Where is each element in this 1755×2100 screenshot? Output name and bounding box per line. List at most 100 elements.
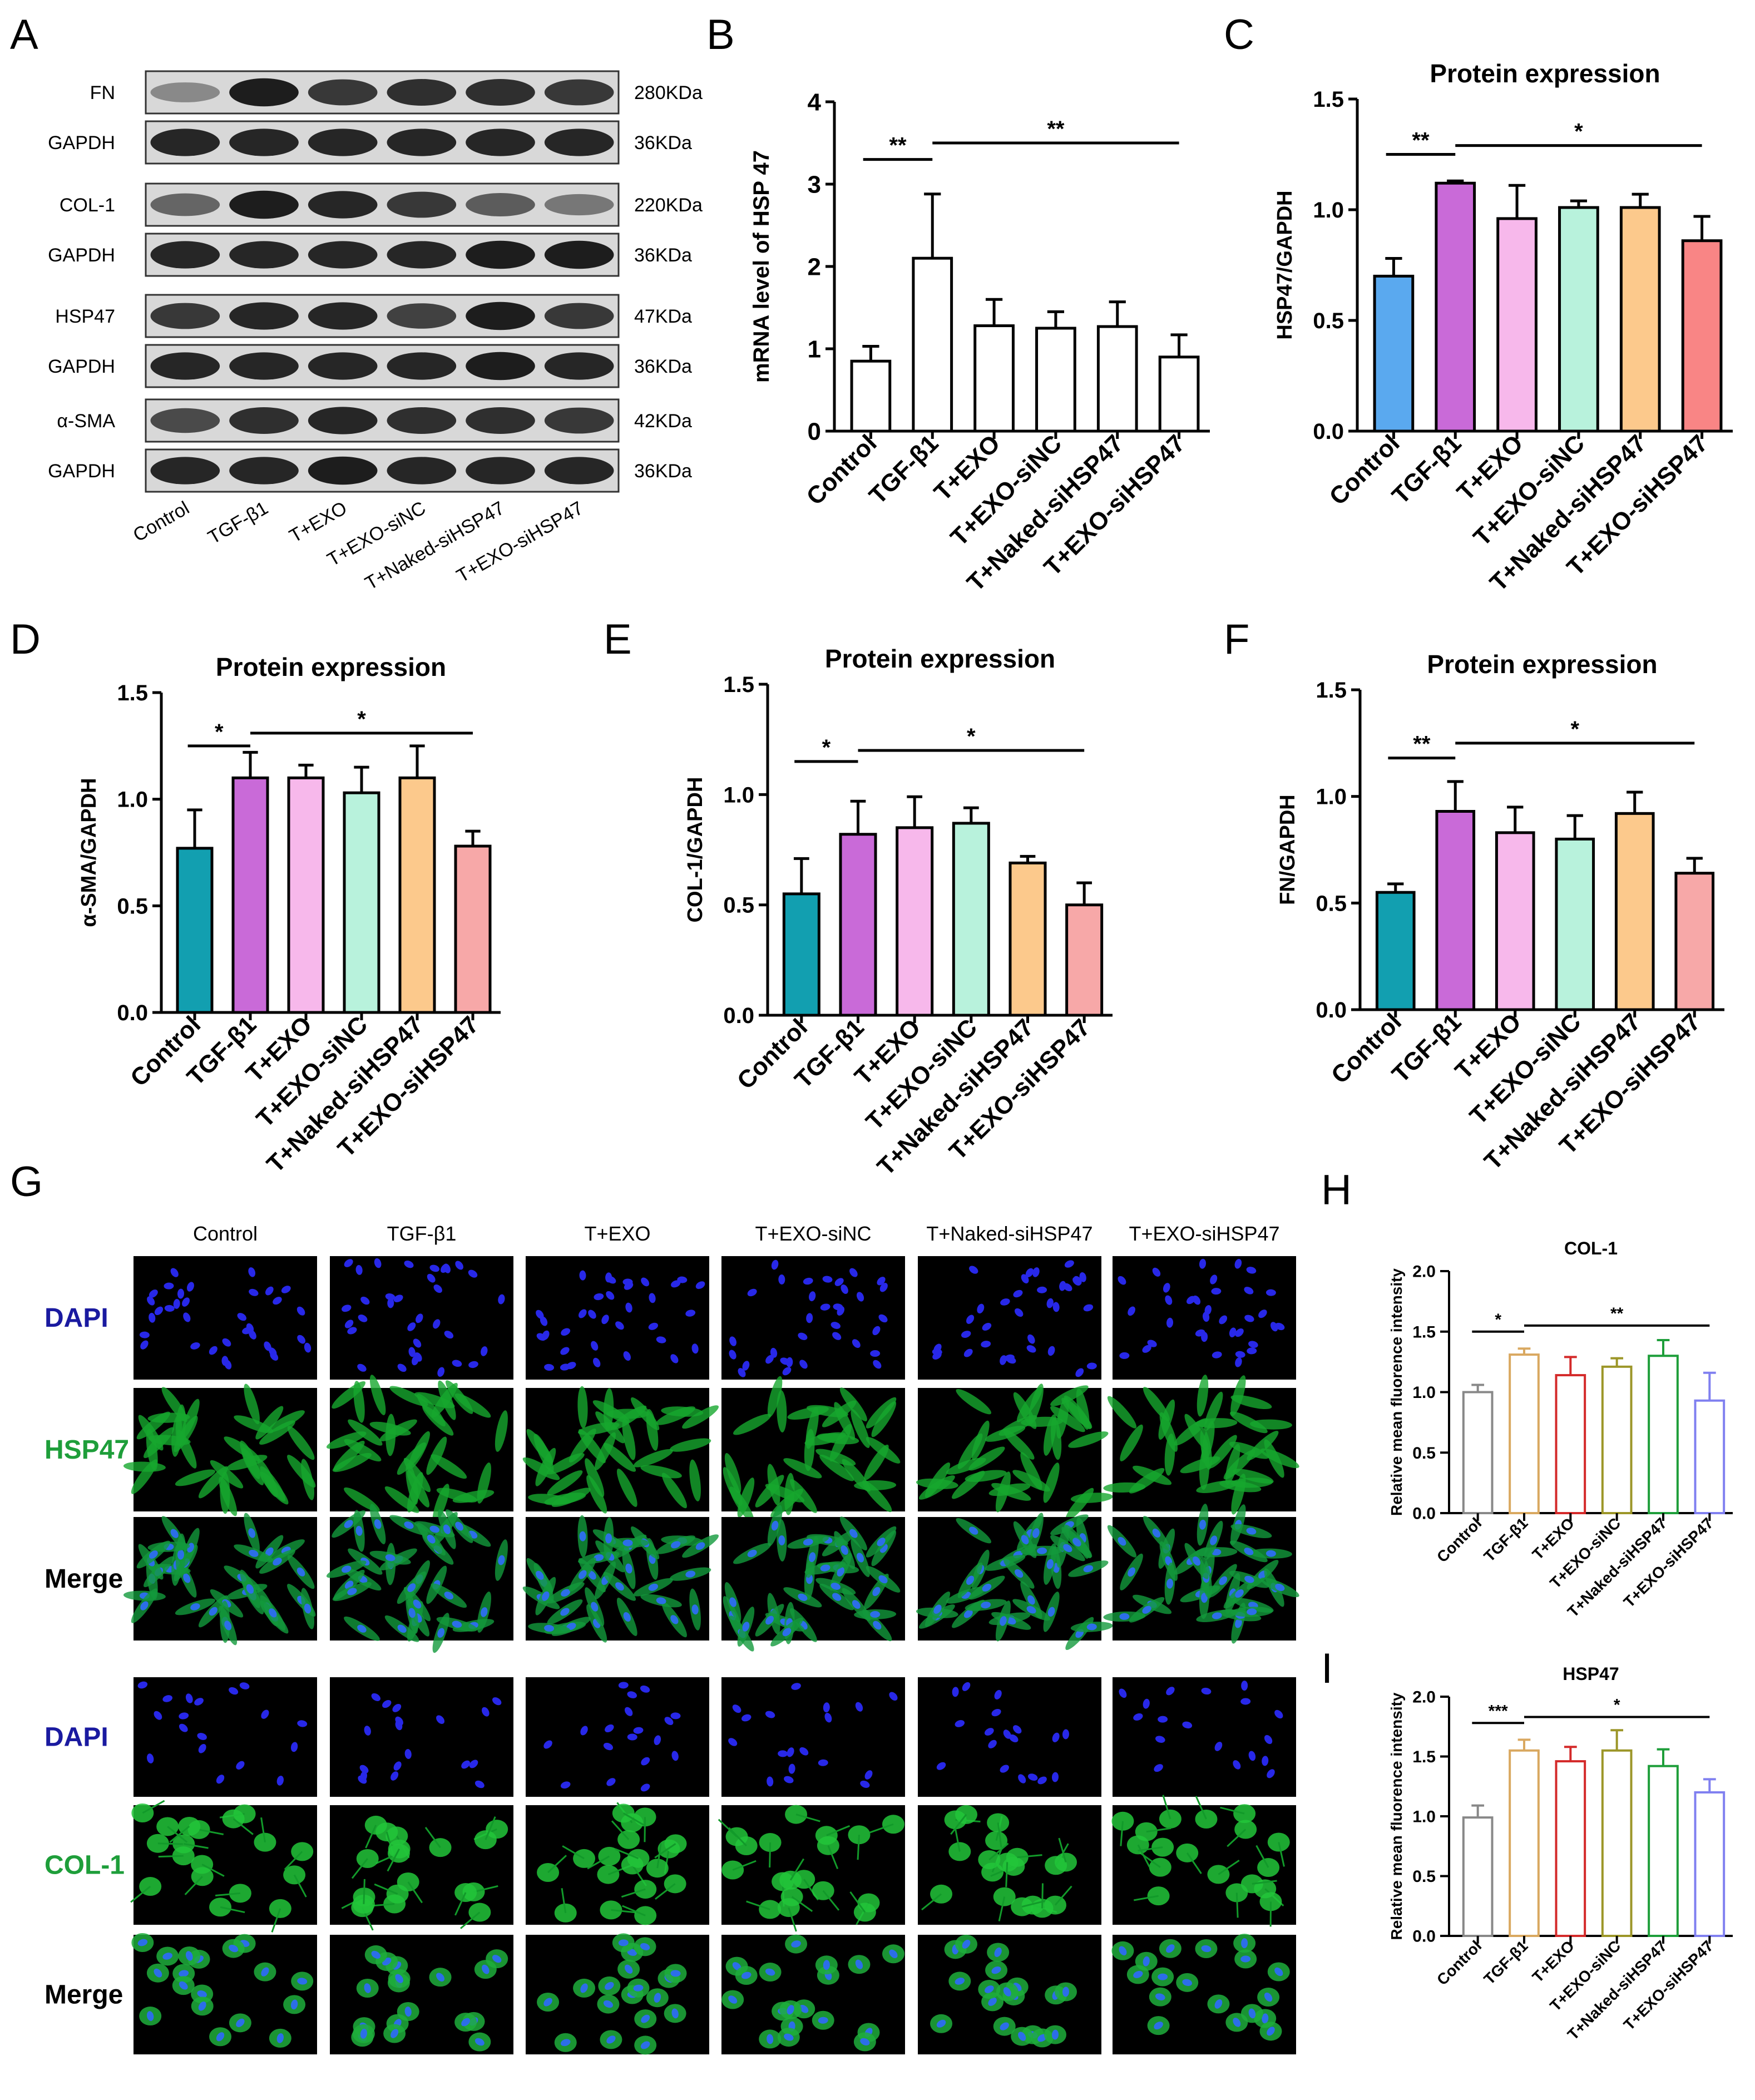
cell-signal [842, 1459, 871, 1492]
nucleus [1264, 1735, 1273, 1745]
bar [1462, 1391, 1494, 1514]
nucleus [543, 1740, 552, 1749]
significance-label: * [967, 724, 976, 749]
nucleus [1128, 1306, 1135, 1316]
cell-process [460, 1911, 481, 1929]
bar [1462, 1816, 1494, 1937]
nucleus [1009, 1734, 1019, 1743]
significance-label: ** [1047, 117, 1065, 141]
panel-letter-h: H [1321, 1167, 1352, 1214]
nucleus [1235, 1589, 1244, 1598]
nucleus [1133, 1713, 1143, 1721]
cell-process [1255, 1845, 1269, 1868]
cell-signal [326, 1431, 367, 1449]
cell-process [791, 1896, 813, 1912]
nucleus [648, 1583, 659, 1591]
nucleus [695, 1281, 705, 1289]
nucleus [799, 1747, 809, 1756]
nucleus [393, 1761, 402, 1771]
microscopy-column-header: Control [193, 1222, 258, 1245]
nucleus [149, 1312, 156, 1323]
nucleus [1118, 1276, 1126, 1285]
nucleus [579, 1531, 586, 1541]
nucleus [186, 1282, 194, 1292]
nucleus [382, 1699, 392, 1708]
nucleus [962, 1682, 971, 1691]
cell-process [1021, 1900, 1047, 1908]
nucleus [933, 1604, 942, 1614]
blot-band [150, 352, 220, 380]
bar [287, 776, 325, 1014]
cell-process [857, 1835, 860, 1860]
nucleus [347, 1327, 357, 1335]
nucleus [1274, 1709, 1283, 1719]
nucleus [872, 1587, 881, 1597]
bar [1555, 837, 1595, 1011]
y-tick-label: 0.5 [1316, 891, 1347, 916]
cell-signal [438, 1380, 456, 1420]
nucleus [290, 1742, 298, 1752]
cell-signal [640, 1465, 682, 1479]
cell-process [215, 1892, 241, 1897]
nucleus [803, 1538, 813, 1546]
cell-signal [131, 1459, 157, 1494]
cell-process [407, 1881, 423, 1904]
blot-kda-label: 36KDa [634, 132, 692, 154]
blot-band [308, 241, 378, 269]
nucleus [433, 1284, 442, 1293]
nucleus [982, 1584, 992, 1592]
nucleus [183, 1312, 191, 1322]
nucleus [830, 1583, 841, 1590]
cell-signal [965, 1470, 1007, 1482]
cell-signal [787, 1406, 829, 1420]
cell-process [201, 1864, 225, 1877]
nucleus [649, 1293, 656, 1303]
microscopy-image [721, 1677, 905, 1797]
nucleus [818, 1759, 828, 1766]
nucleus [591, 1341, 599, 1351]
y-axis-label: COL-1/GAPDH [684, 777, 707, 923]
x-category-label: T+EXO-siHSP47 [1620, 1514, 1717, 1610]
blot-band [229, 352, 299, 380]
nucleus [482, 1707, 490, 1717]
nucleus [832, 1593, 842, 1601]
bar [912, 256, 953, 433]
nucleus [852, 1600, 861, 1609]
nucleus [1233, 1760, 1241, 1770]
blot-band [544, 194, 614, 216]
blot-band [229, 78, 299, 107]
nucleus [1244, 1287, 1254, 1294]
nucleus [281, 1286, 291, 1293]
nucleus [591, 1602, 599, 1612]
y-tick-label: 2 [808, 253, 821, 280]
nucleus [1262, 1756, 1269, 1766]
cell-process [184, 1876, 203, 1895]
nucleus [185, 1951, 193, 1961]
nucleus [371, 1950, 380, 1959]
nucleus [1246, 1528, 1257, 1535]
x-category-label: TGF-β1 [1387, 429, 1467, 510]
nucleus [618, 1682, 629, 1689]
nucleus [654, 1735, 661, 1746]
nucleus [413, 1338, 422, 1348]
cell-process [485, 1816, 496, 1840]
blot-kda-label: 280KDa [634, 82, 703, 103]
nucleus [606, 2035, 616, 2044]
nucleus [1166, 1578, 1174, 1589]
nucleus [1046, 1298, 1054, 1308]
nucleus [1219, 1315, 1228, 1325]
cell-process [849, 1891, 866, 1913]
nucleus [404, 1521, 414, 1529]
nucleus [1246, 1267, 1257, 1274]
blot-band [466, 457, 535, 485]
cell-process [623, 1812, 646, 1827]
blot-band [387, 303, 457, 329]
cell-signal [866, 1397, 897, 1429]
nucleus [1014, 1308, 1024, 1317]
nucleus [841, 1284, 848, 1294]
nucleus [1018, 1774, 1026, 1783]
nucleus [469, 1760, 478, 1768]
blot-row-label: GAPDH [48, 461, 115, 482]
y-tick-label: 1.5 [117, 681, 148, 705]
nucleus [540, 1316, 548, 1326]
